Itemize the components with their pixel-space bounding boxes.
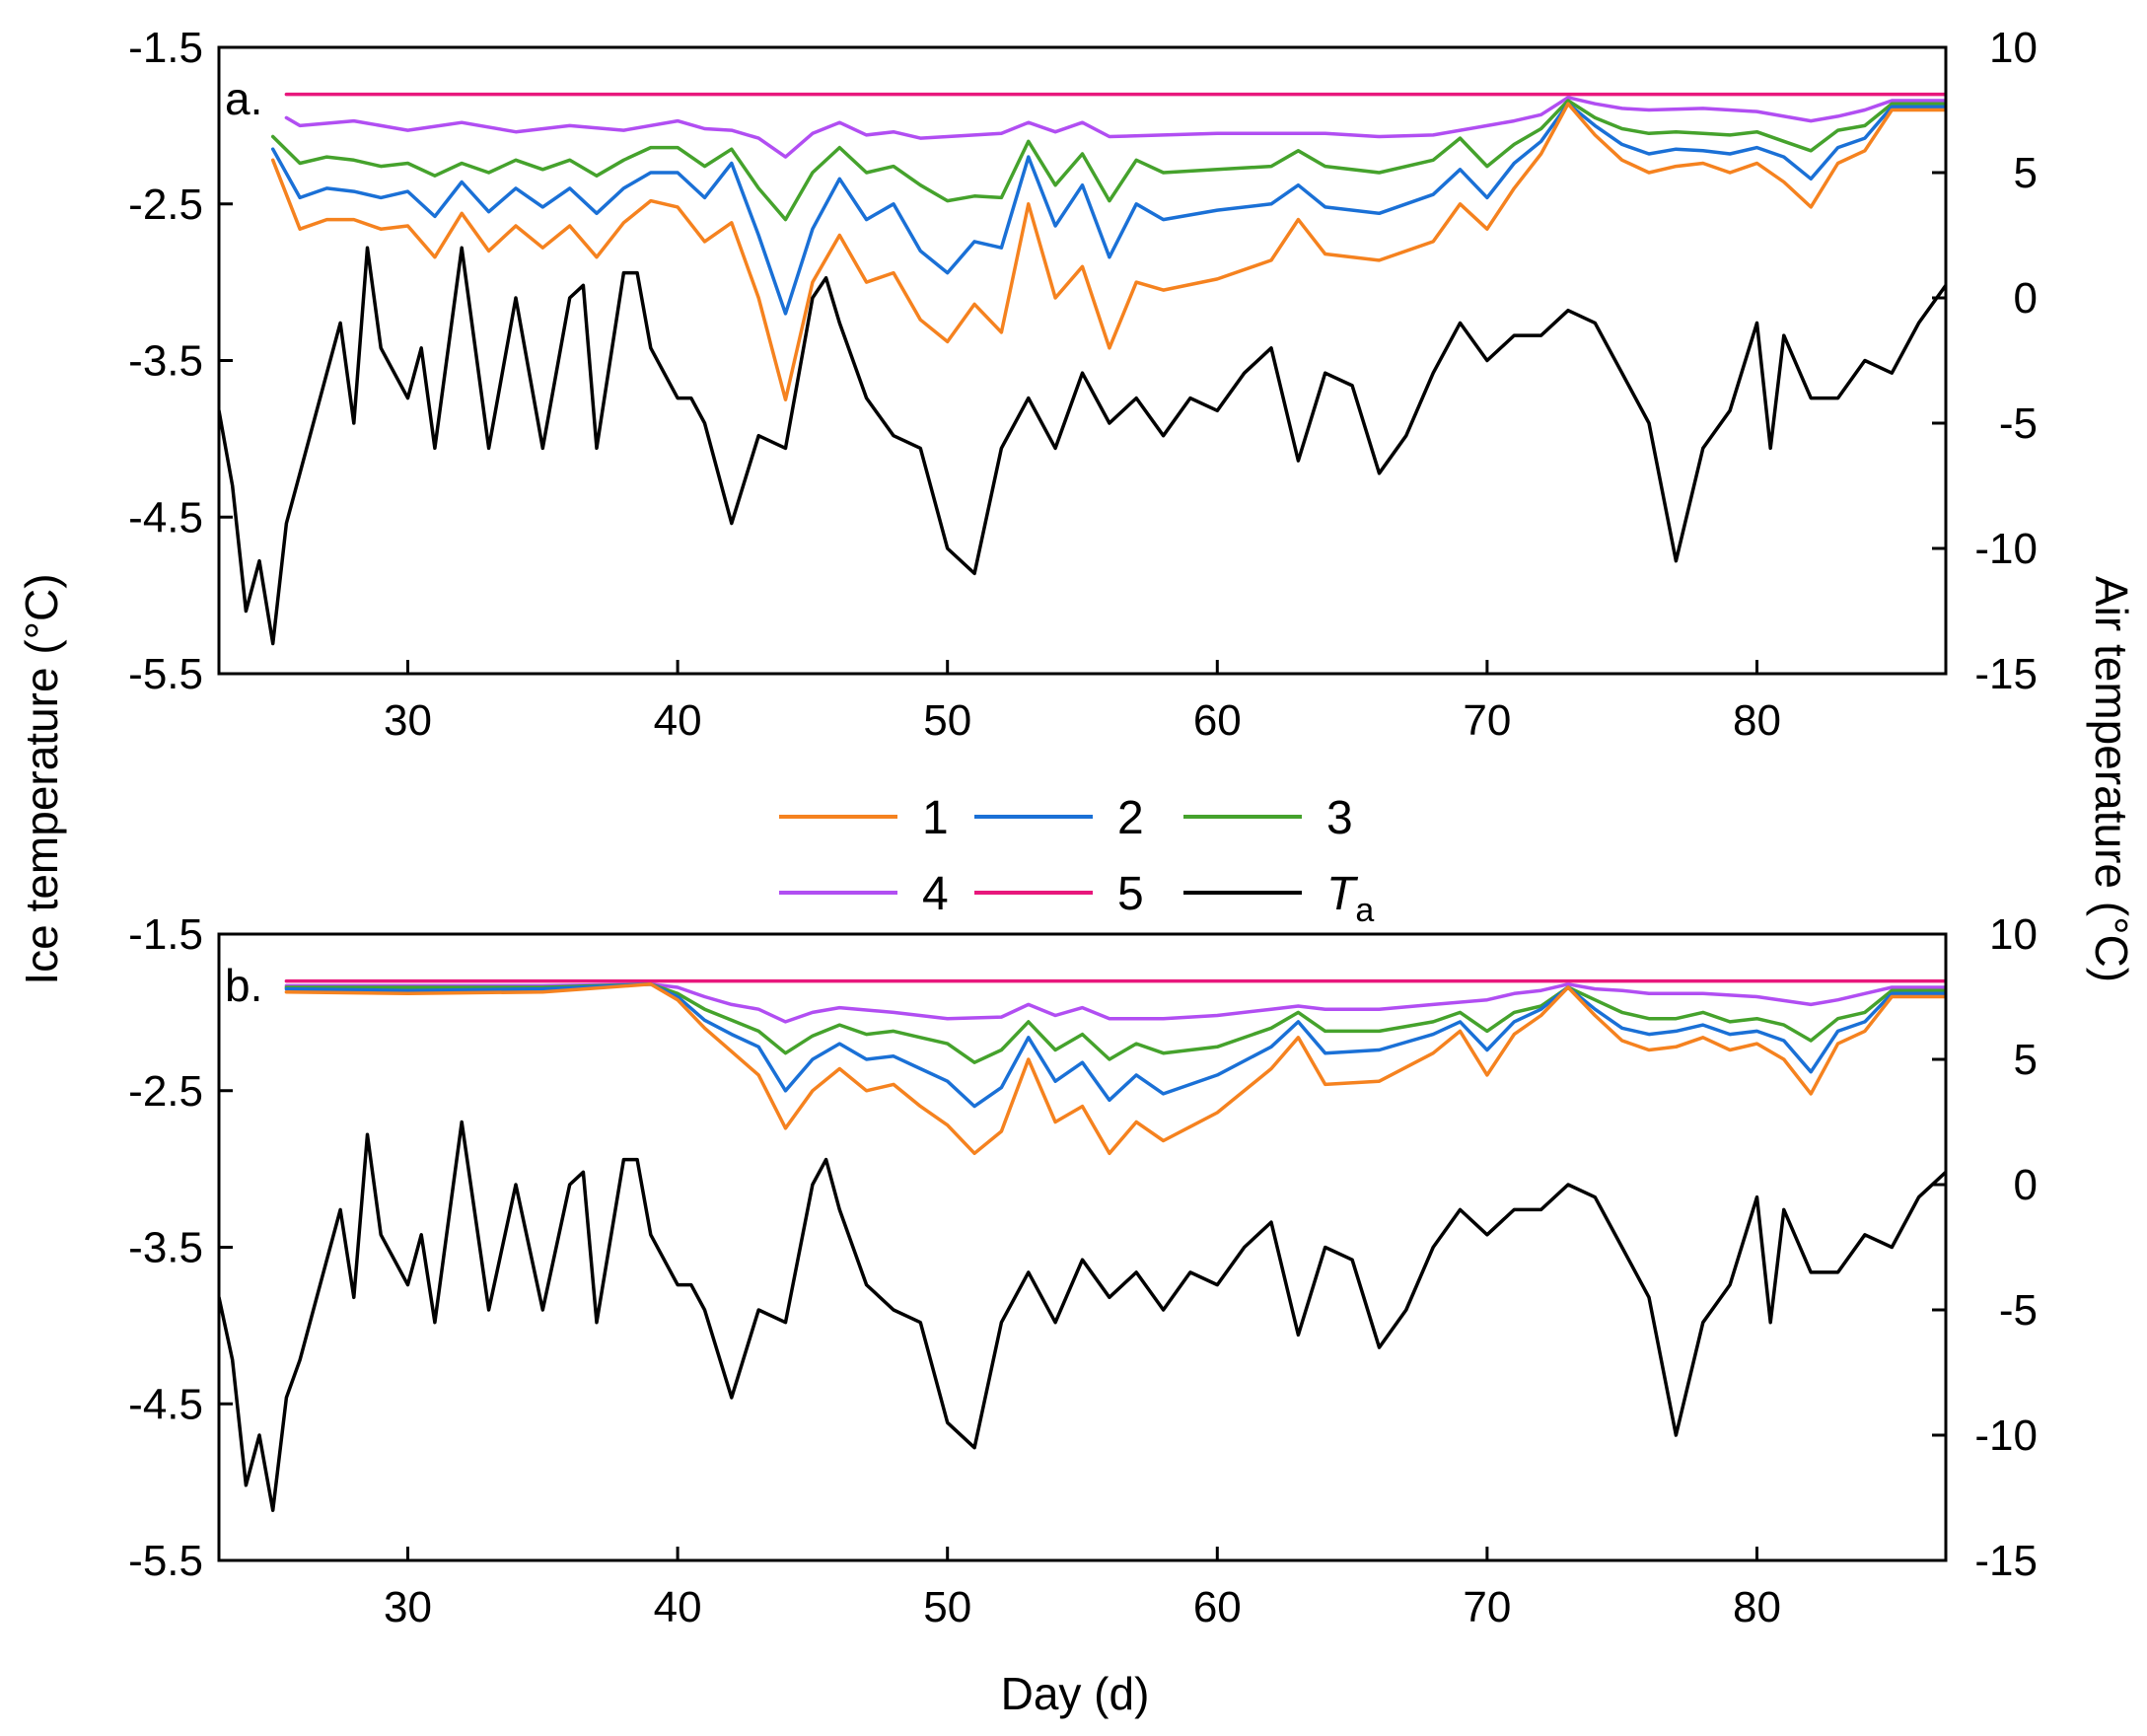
- y-tick-label-left: -4.5: [128, 1380, 203, 1428]
- y-axis-label-right: Air temperature (°C): [2086, 576, 2137, 982]
- y-tick-label-left: -5.5: [128, 1537, 203, 1585]
- y-tick-label-right: 5: [2014, 1036, 2038, 1084]
- panel-label: b.: [225, 960, 262, 1011]
- y-tick-label-right: -15: [1974, 650, 2038, 698]
- x-tick-label: 60: [1193, 1583, 1242, 1631]
- series-line-1: [284, 982, 1946, 1156]
- legend-label: Ta: [1326, 868, 1374, 929]
- y-tick-label-left: -1.5: [128, 910, 203, 959]
- y-tick-label-left: -3.5: [128, 1224, 203, 1272]
- y-tick-label-right: -5: [1999, 1286, 2038, 1335]
- legend-label: 5: [1117, 868, 1144, 920]
- series-group: [219, 978, 1946, 1512]
- series-group: [219, 92, 1946, 646]
- y-tick-label-right: 10: [1989, 910, 2038, 959]
- x-tick-label: 80: [1733, 696, 1781, 745]
- y-tick-label-right: -10: [1974, 1411, 2038, 1460]
- y-tick-label-right: 0: [2014, 274, 2038, 323]
- legend-item-4: 4: [779, 868, 949, 920]
- legend-item-2: 2: [974, 792, 1144, 844]
- x-tick-label: 40: [654, 1583, 702, 1631]
- legend-item-3: 3: [1183, 792, 1353, 844]
- legend-label: 1: [922, 792, 949, 844]
- x-tick-label: 70: [1463, 1583, 1511, 1631]
- series-line-3: [284, 982, 1946, 1064]
- legend-item-T: Ta: [1183, 868, 1374, 929]
- y-tick-label-right: -10: [1974, 525, 2038, 573]
- y-tick-label-right: -15: [1974, 1537, 2038, 1585]
- y-tick-label-right: 0: [2014, 1161, 2038, 1209]
- x-tick-label: 30: [384, 1583, 432, 1631]
- y-tick-label-right: 5: [2014, 149, 2038, 197]
- series-line-1: [270, 102, 1946, 401]
- y-axis-label-left: Ice temperature (°C): [16, 573, 67, 984]
- x-tick-label: 70: [1463, 696, 1511, 745]
- y-tick-label-left: -3.5: [128, 337, 203, 386]
- y-tick-label-right: -5: [1999, 399, 2038, 448]
- x-tick-label: 60: [1193, 696, 1242, 745]
- series-line-2: [284, 982, 1946, 1109]
- legend-label: 3: [1326, 792, 1353, 844]
- x-tick-label: 80: [1733, 1583, 1781, 1631]
- series-line-4: [284, 96, 1946, 159]
- y-tick-label-left: -1.5: [128, 24, 203, 72]
- x-axis-label: Day (d): [1001, 1668, 1150, 1719]
- legend: 1 2 3 4 5 Ta: [779, 792, 1374, 929]
- legend-item-1: 1: [779, 792, 949, 844]
- panel-a: 30 40 50 60 70 80-1.5-2.5-3.5-4.5-5.51050-5-1…: [128, 24, 2038, 745]
- y-tick-label-right: 10: [1989, 24, 2038, 72]
- legend-item-5: 5: [974, 868, 1144, 920]
- series-line-4: [284, 982, 1946, 1024]
- y-tick-label-left: -2.5: [128, 1067, 203, 1116]
- x-tick-label: 30: [384, 696, 432, 745]
- series-line-3: [270, 99, 1946, 222]
- x-tick-label: 40: [654, 696, 702, 745]
- series-line-Ta: [219, 246, 1946, 646]
- panel-label: a.: [225, 73, 262, 124]
- y-tick-label-left: -4.5: [128, 493, 203, 542]
- series-line-2: [270, 102, 1946, 316]
- panel-b: 30 40 50 60 70 80-1.5-2.5-3.5-4.5-5.51050-5-1…: [128, 910, 2038, 1631]
- series-line-Ta: [219, 1120, 1946, 1512]
- y-tick-label-left: -2.5: [128, 181, 203, 229]
- x-tick-label: 50: [923, 1583, 971, 1631]
- legend-label: 4: [922, 868, 949, 920]
- y-tick-label-left: -5.5: [128, 650, 203, 698]
- x-tick-label: 50: [923, 696, 971, 745]
- legend-label: 2: [1117, 792, 1144, 844]
